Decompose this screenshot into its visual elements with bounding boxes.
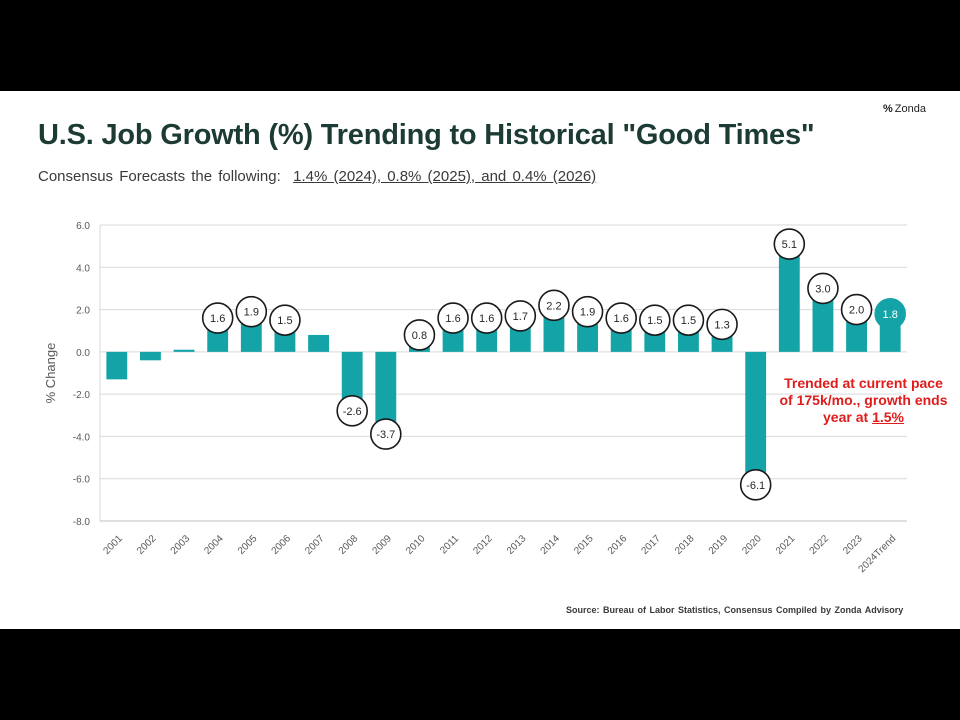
data-label-circle [403,319,436,351]
data-label-circle [605,302,637,334]
data-label: -2.6 [343,406,362,418]
x-tick-label: 2018 [673,533,697,557]
x-tick-label: 2005 [236,533,260,557]
y-axis-title: % Change [43,343,58,404]
x-tick-label: 2010 [404,533,428,557]
trend-annotation: Trended at current pace of 175k/mo., gro… [776,375,951,426]
y-tick-label: -8.0 [73,517,91,528]
data-label-circle [739,469,772,501]
source-note: Source: Bureau of Labor Statistics, Cons… [566,605,904,615]
x-tick-label: 2006 [270,533,294,557]
trend-annotation-highlight: 1.5% [872,409,904,425]
x-tick-label: 2019 [707,533,731,557]
x-tick-label: 2015 [572,533,596,557]
bar-2008 [341,351,363,407]
data-label: 1.6 [479,313,494,325]
data-label: 1.3 [714,319,729,331]
data-label: 1.9 [244,307,259,319]
x-tick-label: 2016 [606,533,630,557]
data-label: 2.2 [546,300,561,312]
x-tick-label: 2009 [370,533,394,557]
x-tick-label: 2003 [169,533,193,557]
x-tick-label: 2002 [135,533,159,557]
data-label: 3.0 [815,283,830,295]
y-tick-label: 2.0 [76,306,90,317]
data-label-circle [639,304,671,336]
data-label: -3.7 [376,429,395,441]
x-tick-label: 2021 [774,533,798,557]
x-tick-label: 2011 [438,533,461,556]
data-label-circle [840,293,873,326]
page-title: U.S. Job Growth (%) Trending to Historic… [38,119,815,151]
data-label: 1.6 [210,313,225,325]
data-label-circle [571,295,604,328]
bar-2001 [106,351,128,380]
data-label: 1.6 [445,313,460,325]
data-label: 1.6 [614,313,629,325]
data-label-circle [773,228,806,260]
x-tick-label: 2023 [841,533,865,557]
bar-2007 [308,334,329,352]
data-label-circle [336,395,368,427]
data-label: 1.9 [580,307,595,319]
bar-2021 [778,244,800,352]
x-tick-label: 2012 [471,533,495,557]
subtitle: Consensus Forecasts the following: 1.4% … [38,168,596,185]
data-label-circle [504,300,537,332]
data-label-circle [874,297,906,330]
x-tick-label: 2004 [202,533,226,557]
data-label-circle [470,302,503,334]
subtitle-lead: Consensus Forecasts the following: [38,168,281,185]
data-label: 1.5 [647,315,662,327]
x-tick-label: 2007 [303,533,327,557]
y-tick-label: 0.0 [76,348,90,359]
data-label-circle [538,289,570,322]
data-label: 0.8 [412,330,427,342]
bar-2020 [745,351,767,481]
x-tick-label: 2020 [740,533,764,557]
x-tick-label: 2008 [337,533,361,557]
subtitle-forecasts: 1.4% (2024), 0.8% (2025), and 0.4% (2026… [293,168,597,185]
data-label-circle [437,302,469,334]
bar-2009 [375,351,397,431]
data-label-circle [370,418,402,450]
x-tick-label: 2017 [639,533,663,557]
y-tick-label: 6.0 [76,221,90,232]
data-label: 1.8 [883,309,898,321]
y-tick-label: -6.0 [73,475,91,486]
data-label-circle [706,308,738,341]
trend-annotation-text: Trended at current pace of 175k/mo., gro… [779,375,948,425]
data-label-circle [672,304,705,336]
data-label: 1.7 [513,311,528,323]
bar-2002 [140,351,161,361]
y-tick-label: -2.0 [73,390,91,401]
data-label: 1.5 [681,315,696,327]
data-label: 2.0 [849,305,864,317]
data-label-circle [201,302,234,334]
y-tick-label: -4.0 [73,432,91,443]
y-tick-label: 4.0 [76,263,90,274]
bar-2022 [812,288,834,352]
x-tick-label: 2013 [505,533,529,557]
data-label-circle [235,295,268,328]
zonda-logo: % Zonda [883,103,926,115]
data-label-circle [807,272,839,305]
data-label-circle [269,304,301,336]
x-tick-label: 2022 [808,533,832,557]
data-label: 1.5 [277,315,292,327]
bar-2003 [173,349,195,352]
data-label: 5.1 [782,239,797,251]
data-label: -6.1 [746,480,765,492]
x-tick-label: 2001 [101,533,125,557]
x-tick-label: 2014 [539,533,563,557]
